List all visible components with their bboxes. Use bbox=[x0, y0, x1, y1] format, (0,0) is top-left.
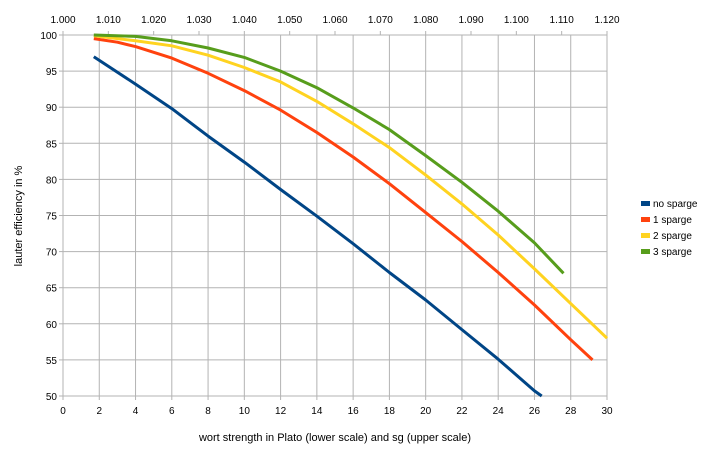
legend: no sparge 1 sparge 2 sparge 3 sparge bbox=[641, 199, 698, 258]
x-tick-label: 30 bbox=[601, 406, 613, 417]
legend-label: no sparge bbox=[653, 199, 698, 210]
y-tick-label: 60 bbox=[46, 320, 58, 331]
series-lines bbox=[92, 33, 609, 398]
legend-swatch bbox=[641, 217, 650, 222]
top-tick-label: 1.100 bbox=[504, 15, 529, 26]
x-tick-label: 20 bbox=[420, 406, 432, 417]
y-tick-label: 95 bbox=[46, 67, 58, 78]
x-tick-label: 14 bbox=[311, 406, 323, 417]
top-axis-sg-ticks: 1.000 1.010 1.020 1.030 1.040 1.050 1.060 1.070… bbox=[50, 15, 620, 35]
y-tick-label: 75 bbox=[46, 212, 58, 223]
series-line-1-sparge bbox=[93, 37, 594, 362]
legend-swatch bbox=[641, 249, 650, 254]
y-tick-label: 80 bbox=[46, 175, 58, 186]
top-tick-label: 1.050 bbox=[277, 15, 302, 26]
top-tick-label: 1.020 bbox=[141, 15, 166, 26]
x-tick-label: 16 bbox=[348, 406, 360, 417]
y-tick-label: 50 bbox=[46, 392, 58, 403]
y-tick-label: 85 bbox=[46, 139, 58, 150]
x-tick-label: 28 bbox=[565, 406, 577, 417]
y-tick-label: 100 bbox=[40, 31, 57, 42]
x-tick-label: 10 bbox=[239, 406, 251, 417]
x-tick-label: 18 bbox=[384, 406, 396, 417]
top-tick-label: 1.000 bbox=[50, 15, 75, 26]
top-tick-label: 1.090 bbox=[458, 15, 483, 26]
top-tick-label: 1.040 bbox=[232, 15, 257, 26]
y-tick-label: 90 bbox=[46, 103, 58, 114]
x-tick-label: 2 bbox=[96, 406, 102, 417]
x-tick-label: 4 bbox=[133, 406, 139, 417]
x-tick-label: 22 bbox=[456, 406, 468, 417]
x-axis-ticks: 0 2 4 6 8 10 12 14 16 18 20 22 24 26 28 30 bbox=[60, 396, 613, 417]
x-tick-label: 8 bbox=[205, 406, 211, 417]
legend-swatch bbox=[641, 201, 650, 206]
top-tick-label: 1.010 bbox=[96, 15, 121, 26]
legend-label: 1 sparge bbox=[653, 215, 692, 226]
x-tick-label: 6 bbox=[169, 406, 175, 417]
y-tick-label: 70 bbox=[46, 248, 58, 259]
top-tick-label: 1.110 bbox=[550, 15, 575, 26]
series-line-2-sparge bbox=[93, 34, 609, 340]
y-axis-ticks: 50 55 60 65 70 75 80 85 90 95 100 bbox=[40, 31, 63, 403]
top-tick-label: 1.070 bbox=[368, 15, 393, 26]
top-tick-label: 1.030 bbox=[186, 15, 211, 26]
x-tick-label: 24 bbox=[493, 406, 505, 417]
y-tick-label: 55 bbox=[46, 356, 58, 367]
x-axis-title: wort strength in Plato (lower scale) and… bbox=[198, 432, 471, 444]
gridlines bbox=[62, 34, 608, 397]
legend-swatch bbox=[641, 233, 650, 238]
x-tick-label: 0 bbox=[60, 406, 66, 417]
top-tick-label: 1.060 bbox=[322, 15, 347, 26]
x-tick-label: 26 bbox=[529, 406, 541, 417]
top-tick-label: 1.120 bbox=[594, 15, 619, 26]
x-tick-label: 12 bbox=[275, 406, 287, 417]
top-tick-label: 1.080 bbox=[413, 15, 438, 26]
series-line-no-sparge bbox=[92, 55, 543, 398]
series-line-3-sparge bbox=[93, 33, 565, 275]
legend-label: 3 sparge bbox=[653, 247, 692, 258]
legend-label: 2 sparge bbox=[653, 231, 692, 242]
y-tick-label: 65 bbox=[46, 284, 58, 295]
y-axis-title: lauter efficiency in % bbox=[13, 165, 25, 266]
